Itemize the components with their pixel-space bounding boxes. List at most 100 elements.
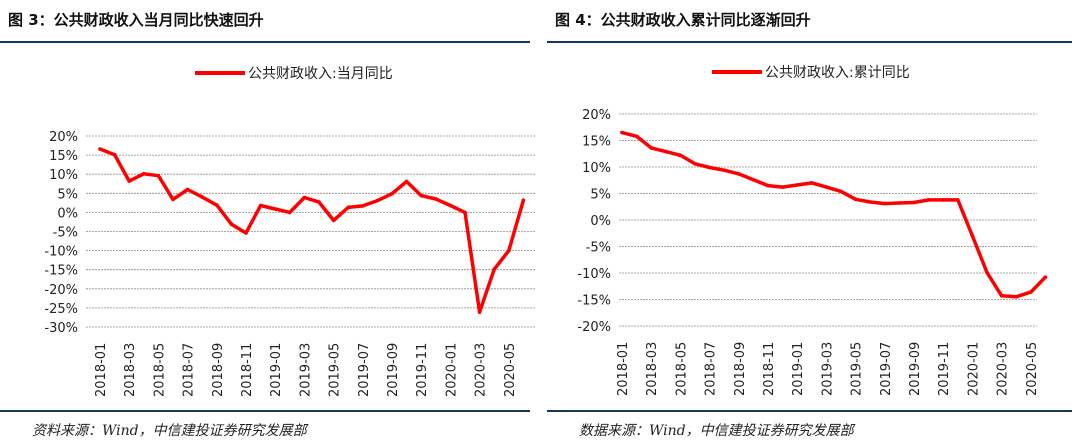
data-point xyxy=(707,165,712,170)
x-tick-label: 2019-09 xyxy=(908,342,923,396)
y-tick-label: -5% xyxy=(586,241,611,256)
data-point xyxy=(999,294,1004,298)
data-point xyxy=(229,222,234,226)
x-tick-label: 2018-03 xyxy=(123,343,138,397)
data-point xyxy=(521,198,526,202)
x-tick-label: 2018-09 xyxy=(733,342,748,396)
series-line xyxy=(620,130,1048,299)
x-tick-label: 2019-05 xyxy=(328,343,343,397)
data-point xyxy=(390,191,394,196)
y-tick-label: -10% xyxy=(44,245,78,260)
data-point xyxy=(839,189,843,194)
x-tick-label: 2020-03 xyxy=(996,342,1011,396)
data-point xyxy=(477,310,482,314)
data-point xyxy=(649,146,653,150)
x-tick-label: 2018-03 xyxy=(645,342,660,396)
data-point xyxy=(404,179,409,184)
y-tick-label: 5% xyxy=(57,187,78,202)
y-tick-label: -10% xyxy=(577,267,611,282)
y-tick-label: 0% xyxy=(57,206,78,221)
data-point xyxy=(273,207,278,211)
data-point xyxy=(346,205,351,210)
data-point xyxy=(200,195,204,199)
x-tick-label: 2019-11 xyxy=(937,342,952,396)
data-point xyxy=(1029,290,1033,294)
x-tick-label: 2019-01 xyxy=(791,342,806,396)
data-point xyxy=(507,248,511,253)
x-tick-label: 2019-03 xyxy=(820,342,835,396)
chart-monthly-yoy: 公共财政收入:当月同比 20% 15% 10% 5% 0% -5% -10% -15% -20% -… xyxy=(44,66,535,397)
x-tick-label: 2018-11 xyxy=(762,342,777,396)
y-tick-label: -20% xyxy=(577,320,611,335)
figure-title: 图 3：公共财政收入当月同比快速回升 xyxy=(8,11,264,29)
data-point xyxy=(634,134,639,139)
data-point xyxy=(244,231,248,235)
x-tick-label: 2019-09 xyxy=(386,343,401,397)
data-point xyxy=(824,185,829,189)
data-point xyxy=(98,147,102,151)
x-tick-label: 2019-03 xyxy=(298,343,313,397)
data-point xyxy=(156,173,161,178)
legend-label: 公共财政收入:当月同比 xyxy=(248,66,393,82)
data-point xyxy=(751,177,756,182)
data-point xyxy=(897,201,902,205)
y-tick-label: -30% xyxy=(44,321,78,336)
data-point xyxy=(970,234,975,238)
data-point xyxy=(722,168,726,172)
data-point xyxy=(288,210,292,215)
data-point xyxy=(766,183,770,188)
source-note: 数据来源：Wind，中信建投证券研究发展部 xyxy=(579,423,854,439)
data-point xyxy=(448,203,453,208)
x-tick-label: 2019-07 xyxy=(357,343,372,397)
footer-divider xyxy=(0,410,530,412)
title-divider xyxy=(547,41,1072,43)
data-point xyxy=(810,181,814,185)
data-point xyxy=(1043,275,1048,279)
data-point xyxy=(693,162,697,166)
y-tick-label: 10% xyxy=(49,168,78,183)
y-tick-label: 15% xyxy=(49,149,78,164)
x-tick-label: 2018-11 xyxy=(240,343,255,397)
x-tick-label: 2020-05 xyxy=(1025,342,1040,396)
y-tick-label: 10% xyxy=(582,161,611,176)
data-point xyxy=(492,267,497,272)
data-point xyxy=(171,197,175,202)
data-point xyxy=(868,200,872,204)
data-point xyxy=(419,193,424,198)
x-tick-label: 2019-07 xyxy=(879,342,894,396)
data-point xyxy=(1014,295,1018,299)
data-point xyxy=(302,195,307,200)
data-point xyxy=(434,197,438,201)
y-tick-label: -5% xyxy=(53,226,78,241)
footer-divider xyxy=(547,410,1072,412)
chart-panel-left: 图 3：公共财政收入当月同比快速回升 公共财政收入:当月同比 20% 15% 10% 5… xyxy=(0,0,538,448)
data-point xyxy=(912,200,916,205)
data-point xyxy=(678,153,683,158)
data-point xyxy=(112,152,117,157)
data-point xyxy=(185,187,190,192)
y-tick-label: -15% xyxy=(44,264,78,279)
data-point xyxy=(215,203,219,207)
x-tick-label: 2019-01 xyxy=(269,343,284,397)
data-point xyxy=(883,201,887,206)
x-tick-label: 2018-01 xyxy=(94,343,109,397)
figure-title: 图 4：公共财政收入累计同比逐渐回升 xyxy=(555,11,811,29)
x-tick-label: 2020-01 xyxy=(966,342,981,396)
x-tick-label: 2020-05 xyxy=(503,343,518,397)
data-point xyxy=(795,183,799,187)
data-point xyxy=(375,198,380,203)
data-point xyxy=(620,130,624,135)
x-tick-label: 2019-05 xyxy=(850,342,865,396)
chart-cumulative-yoy: 公共财政收入:累计同比 20% 15% 10% 5% 0% -5% -10% -15% -20% 2… xyxy=(577,65,1048,396)
data-point xyxy=(985,270,989,275)
data-point xyxy=(331,218,336,223)
series-line xyxy=(98,147,526,314)
data-point xyxy=(926,198,931,202)
x-tick-label: 2018-05 xyxy=(152,343,167,397)
data-point xyxy=(780,185,785,189)
x-tick-label: 2018-07 xyxy=(182,343,197,397)
data-point xyxy=(664,149,668,154)
source-note: 资料来源：Wind，中信建投证券研究发展部 xyxy=(32,423,307,439)
x-tick-label: 2020-03 xyxy=(474,343,489,397)
data-point xyxy=(956,198,960,202)
